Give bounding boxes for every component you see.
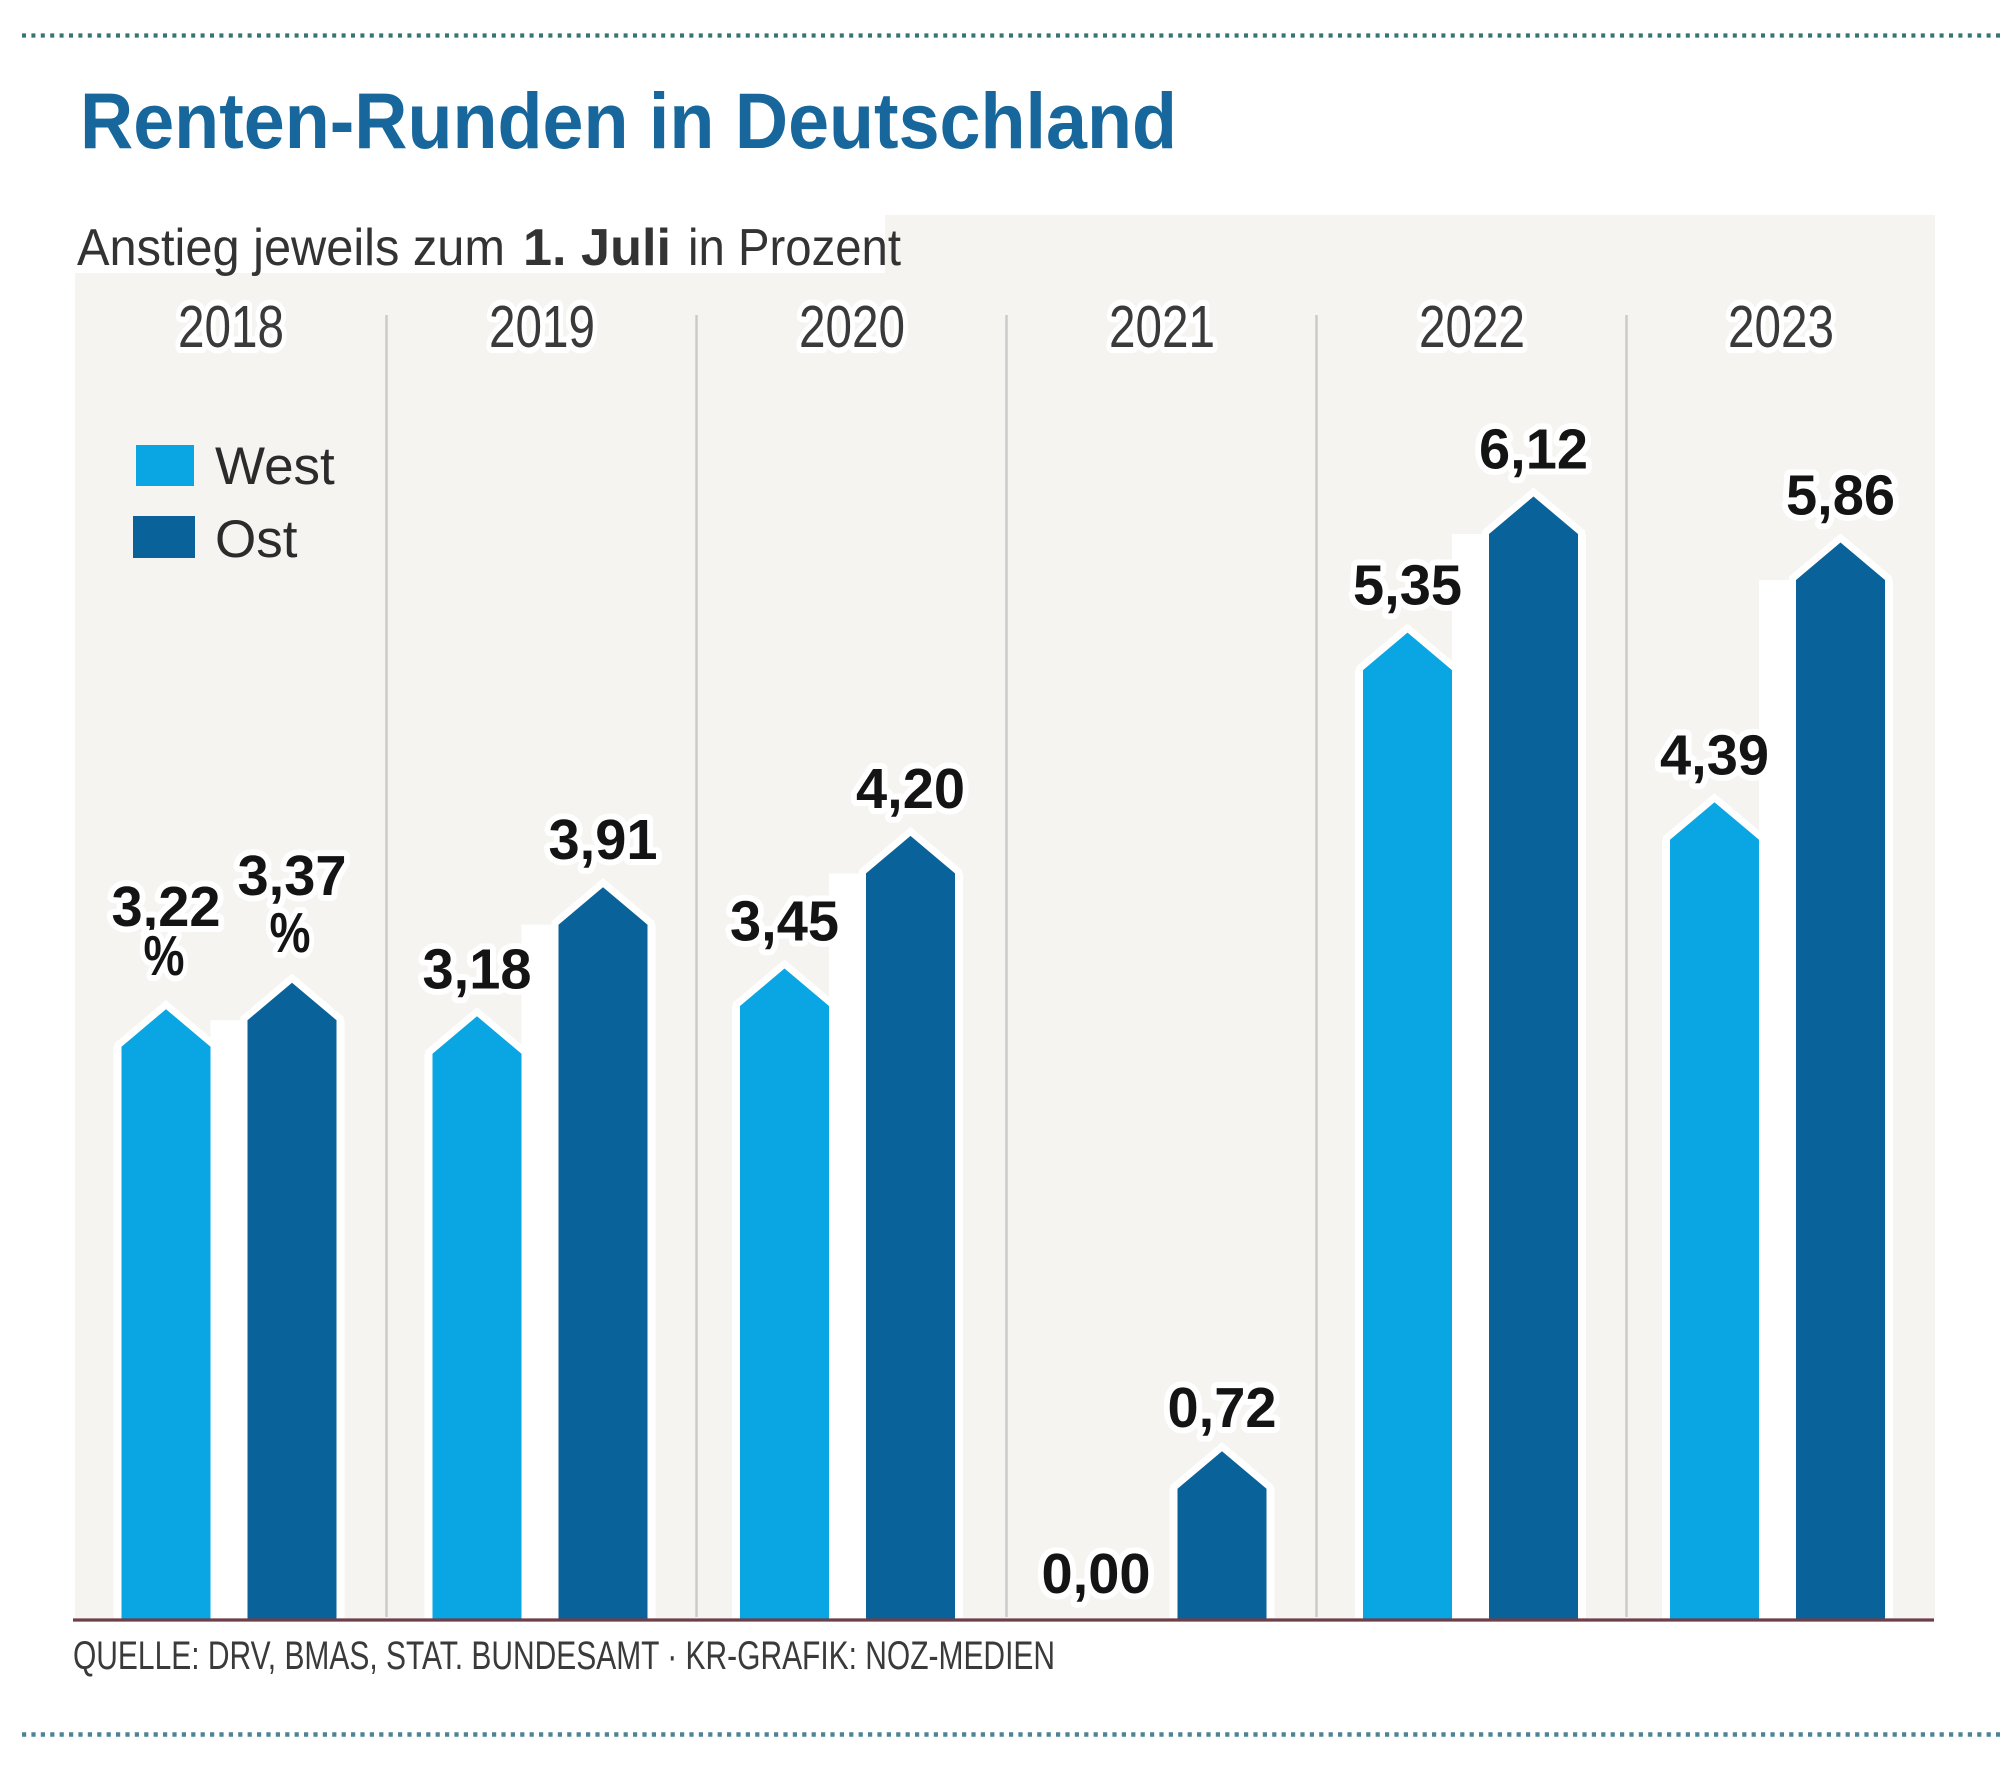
svg-text:2019: 2019 [489,294,595,360]
svg-text:Ost: Ost [215,510,298,569]
svg-text:%: % [270,901,311,965]
svg-text:5,35: 5,35 [1353,554,1462,618]
svg-text:in Prozent: in Prozent [688,219,901,277]
svg-text:3,91: 3,91 [549,808,658,872]
svg-text:Renten-Runden in Deutschland: Renten-Runden in Deutschland [80,76,1177,165]
svg-text:3,37: 3,37 [238,844,347,908]
svg-text:2020: 2020 [799,294,905,360]
svg-text:Anstieg jeweils zum: Anstieg jeweils zum [77,219,505,277]
svg-text:2018: 2018 [178,294,284,360]
svg-text:3,45: 3,45 [730,890,839,954]
svg-text:2023: 2023 [1728,294,1834,360]
svg-text:QUELLE: DRV, BMAS, STAT. BUNDE: QUELLE: DRV, BMAS, STAT. BUNDESAMT · KR-… [73,1634,1055,1678]
svg-text:0,00: 0,00 [1042,1542,1151,1606]
svg-text:%: % [144,924,185,988]
svg-text:4,20: 4,20 [856,757,965,821]
svg-text:3,22: 3,22 [112,875,221,939]
svg-text:5,86: 5,86 [1786,464,1895,528]
svg-text:0,72: 0,72 [1168,1376,1277,1440]
svg-text:1. Juli: 1. Juli [523,219,671,277]
svg-text:2022: 2022 [1419,294,1525,360]
svg-text:2021: 2021 [1109,294,1215,360]
svg-text:4,39: 4,39 [1660,723,1769,787]
svg-text:6,12: 6,12 [1479,418,1588,482]
svg-text:West: West [215,437,335,496]
svg-text:3,18: 3,18 [423,937,532,1001]
